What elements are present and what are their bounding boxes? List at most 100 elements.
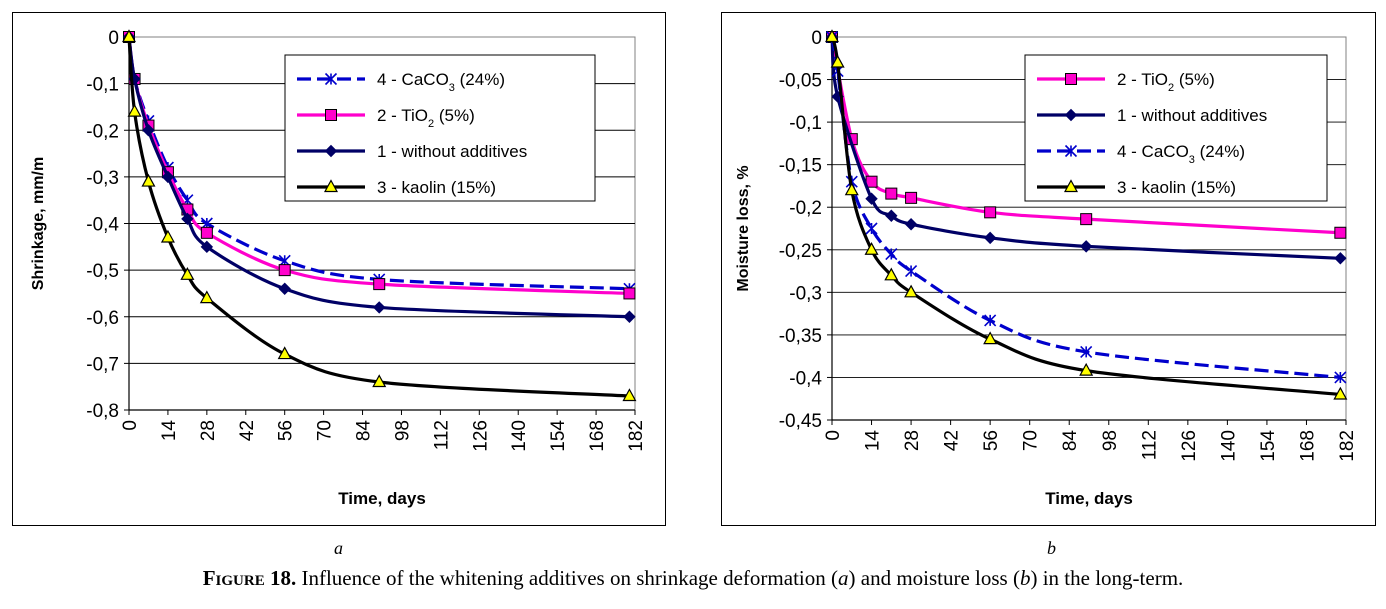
chart-b-y-tick-label: -0,1 — [789, 113, 822, 134]
chart-b-svg: 0 -0,05 -0,1 -0,15 -0,2 -0,25 -0,3 -0,35 -0,4 -0,… — [735, 28, 1358, 508]
chart-a-y-tick-label: -0,4 — [86, 215, 119, 236]
chart-b-series-3-point — [844, 182, 859, 196]
chart-a-series-2-point — [181, 212, 194, 226]
chart-a-svg: 0-0,1-0,2-0,3-0,4-0,5-0,6-0,7-0,80 14 28 42… — [30, 28, 647, 508]
chart-a-legend: 4 - CaCO3 (24%) 2 - TiO2 (5%) 1 - without … — [284, 54, 596, 202]
chart-b-x-tick-label: 168 — [1297, 430, 1318, 462]
caption-prefix: Figure 18. — [202, 566, 297, 590]
chart-a-x-tick-label: 84 — [354, 420, 375, 442]
chart-b-series-1-point — [1079, 240, 1093, 253]
chart-a-series-1-point — [373, 278, 386, 291]
chart-b-series-3-line — [830, 36, 1341, 397]
chart-b-legend-label: 3 - kaolin (15%) — [1117, 178, 1236, 197]
chart-b-y-tick-label: 0 — [811, 28, 822, 49]
chart-b-legend-marker — [1064, 108, 1078, 122]
chart-a-x-tick-label: 98 — [392, 420, 413, 441]
chart-b-series-1-point — [865, 192, 878, 205]
chart-b-y-tick-label: -0,45 — [779, 411, 822, 432]
chart-a-series-2-point — [142, 124, 155, 137]
figure-caption: Figure 18. Influence of the whitening ad… — [0, 566, 1386, 591]
chart-b-series-3-point — [1333, 386, 1348, 400]
chart-a-series-3-point — [160, 229, 175, 243]
chart-a-series-2-point — [161, 170, 175, 184]
chart-b-legend-marker — [1065, 73, 1077, 85]
chart-b-x-tick-label: 182 — [1337, 430, 1358, 462]
chart-b-series-0-point — [1080, 213, 1093, 226]
chart-a-x-tick-label: 112 — [431, 420, 452, 450]
chart-a-x-tick-label: 182 — [626, 420, 647, 452]
chart-a-x-tick-label: 154 — [548, 420, 569, 452]
chart-b-x-tick-label: 126 — [1179, 430, 1200, 462]
chart-b-series-3-point — [1079, 362, 1094, 376]
caption-text-1: Influence of the whitening additives on … — [296, 566, 838, 590]
chart-b-legend-label: 4 - CaCO3 (24%) — [1117, 142, 1245, 166]
chart-b-series-0-point — [1334, 226, 1347, 239]
chart-panel-a: 0 -0,1 -0,2 -0,3 -0,4 -0,5 -0,6 -0,7 -0,8 0 14 28 42… — [12, 12, 666, 526]
chart-a-y-tick-label: -0,6 — [86, 308, 119, 329]
panel-label-b: b — [1047, 538, 1056, 558]
chart-b-y-tick-label: -0,3 — [789, 283, 822, 304]
chart-b-series-2-point — [905, 264, 918, 278]
chart-b-series-0-point — [885, 187, 898, 200]
chart-a-x-tick-label: 42 — [237, 420, 258, 441]
chart-a-series-3 — [121, 29, 637, 402]
chart-a-x-tick-label: 56 — [276, 420, 297, 441]
chart-a-series-3-line — [127, 36, 630, 398]
chart-b-series-3-point — [983, 331, 998, 345]
chart-b-series-2-point — [984, 314, 997, 327]
chart-b-legend-label: 2 - TiO2 (5%) — [1117, 70, 1215, 94]
caption-italic-a: a — [838, 566, 849, 590]
chart-b-series-1-point — [1334, 252, 1347, 265]
chart-b-series-3-point — [830, 54, 845, 68]
chart-a-x-tick-label: 126 — [470, 420, 491, 452]
chart-a-x-tick-label: 70 — [315, 420, 336, 441]
chart-a-y-tick-label: -0,8 — [86, 401, 119, 422]
chart-a-x-tick-label: 140 — [509, 420, 530, 452]
chart-b-x-tick-label: 140 — [1218, 430, 1239, 462]
chart-b-y-axis-title: Moisture loss, % — [735, 165, 752, 291]
chart-b-y-tick-label: -0,05 — [779, 71, 822, 92]
chart-b-series-2-point — [885, 247, 898, 261]
chart-b-series-2-point — [1334, 371, 1347, 384]
chart-a-legend-label: 1 - without additives — [377, 142, 527, 161]
chart-a-x-axis-title: Time, days — [338, 489, 426, 508]
chart-b-series-0-point — [984, 206, 997, 219]
chart-a-y-tick-label: -0,1 — [86, 75, 119, 96]
chart-b-x-tick-label: 84 — [1060, 430, 1081, 452]
chart-b-series-2-point — [1080, 345, 1093, 358]
caption-text-3: ) in the long-term. — [1030, 566, 1184, 590]
chart-b-series-1-point — [983, 231, 997, 245]
chart-b-series-3-point — [864, 242, 879, 255]
chart-b-x-tick-label: 154 — [1258, 430, 1279, 462]
chart-a-series-3-point — [372, 374, 387, 388]
chart-b-series-0-point — [905, 191, 918, 204]
chart-panel-b: 0 -0,05 -0,1 -0,15 -0,2 -0,25 -0,3 -0,35 -0,4 -0,… — [721, 12, 1376, 526]
chart-b-y-tick-label: -0,2 — [789, 198, 822, 219]
chart-a-y-tick-label: -0,3 — [86, 168, 119, 189]
chart-a-series-3-point — [199, 290, 214, 304]
chart-a-x-tick-label: 14 — [159, 420, 180, 442]
caption-italic-b: b — [1019, 566, 1031, 590]
chart-b-series-3 — [824, 29, 1348, 400]
chart-a-y-tick-label: 0 — [108, 28, 119, 49]
chart-a-legend-marker — [325, 109, 337, 121]
chart-a-y-axis-title: Shrinkage, mm/m — [30, 157, 47, 290]
chart-a-y-tick-label: -0,5 — [86, 261, 119, 282]
chart-b-legend: 2 - TiO2 (5%) 1 - without additives 4 - Ca… — [1024, 54, 1328, 202]
chart-a-legend-marker — [324, 72, 338, 86]
chart-a-series-2-point — [623, 310, 636, 323]
chart-a-series-2-line — [127, 36, 630, 319]
chart-b-series-3-point — [824, 29, 840, 43]
chart-a-series-3-point — [277, 346, 292, 360]
chart-b-legend-label: 1 - without additives — [1117, 106, 1267, 125]
chart-a-series-3-point — [622, 388, 637, 402]
panel-label-a: a — [334, 538, 343, 558]
chart-a-legend-marker — [323, 179, 339, 193]
chart-a-series-1-point — [200, 226, 213, 239]
chart-b-x-axis-title: Time, days — [1045, 489, 1133, 508]
chart-a-x-tick-label: 168 — [587, 420, 608, 452]
chart-a-series-1-point — [278, 264, 291, 277]
chart-a-series-3-point — [180, 267, 195, 280]
caption-text-2: ) and moisture loss ( — [848, 566, 1020, 590]
chart-a-series-2-point — [373, 301, 386, 314]
